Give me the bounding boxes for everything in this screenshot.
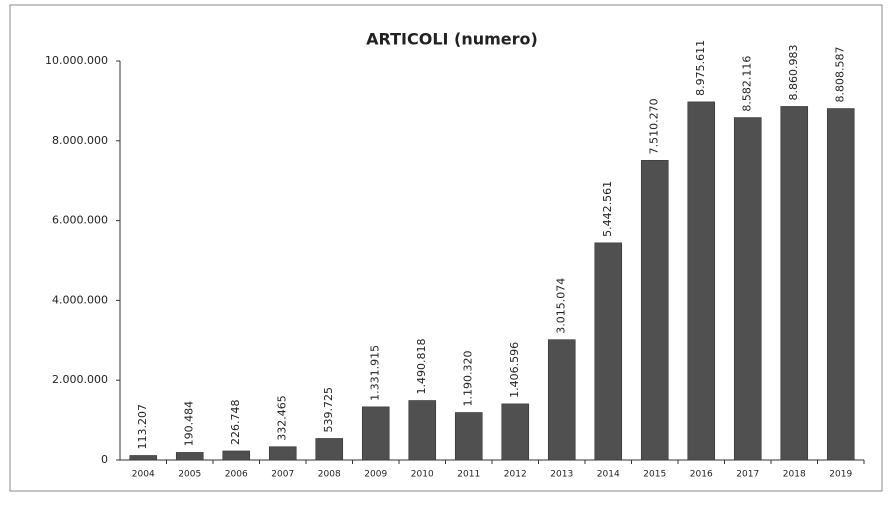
bar [733,117,762,461]
y-tick-label: 2.000.000 [52,373,108,386]
value-label: 226.748 [229,399,242,445]
bar [408,400,437,461]
x-tick-label: 2012 [504,470,527,480]
value-label: 8.582.116 [741,56,754,112]
bar [640,160,669,461]
x-tick-label: 2016 [690,470,713,480]
value-label: 1.406.596 [508,342,521,398]
bar [129,455,158,461]
bar [826,108,855,461]
value-label: 1.190.320 [462,351,475,407]
x-tick-label: 2006 [225,470,248,480]
value-label: 8.975.611 [694,40,707,96]
bar [268,446,297,461]
bar [687,101,716,461]
x-tick-label: 2017 [736,470,759,480]
x-tick-label: 2018 [783,470,806,480]
x-tick-label: 2004 [132,470,155,480]
bar [361,406,390,461]
x-tick-label: 2015 [643,470,666,480]
y-tick-label: 6.000.000 [52,214,108,227]
value-label: 8.808.587 [834,47,847,103]
x-tick-label: 2013 [550,470,573,480]
x-tick-label: 2010 [411,470,434,480]
bar [594,242,623,461]
bar [501,403,530,461]
x-tick-label: 2009 [364,470,387,480]
value-label: 3.015.074 [555,278,568,334]
value-label: 332.465 [276,395,289,441]
value-label: 8.860.983 [787,44,800,100]
value-label: 7.510.270 [648,98,661,154]
value-label: 1.331.915 [369,345,382,401]
value-label: 190.484 [183,401,196,447]
bar [315,438,344,461]
bar [222,450,251,461]
bar [454,412,483,461]
value-label: 1.490.818 [415,339,428,395]
y-tick-label: 8.000.000 [52,134,108,147]
x-tick-label: 2005 [178,470,201,480]
y-tick-label: 4.000.000 [52,293,108,306]
value-label: 113.207 [136,404,149,450]
value-label: 539.725 [322,387,335,433]
y-tick-label: 10.000.000 [45,54,108,67]
x-tick-label: 2008 [318,470,341,480]
y-tick-label: 0 [101,453,108,466]
x-tick-label: 2007 [271,470,294,480]
bar [547,339,576,461]
x-tick-label: 2019 [829,470,852,480]
bar [175,452,204,461]
chart-title: ARTICOLI (numero) [366,30,538,49]
value-label: 5.442.561 [601,181,614,237]
x-tick-label: 2014 [597,470,620,480]
x-tick-label: 2011 [457,470,480,480]
bar [780,106,809,461]
